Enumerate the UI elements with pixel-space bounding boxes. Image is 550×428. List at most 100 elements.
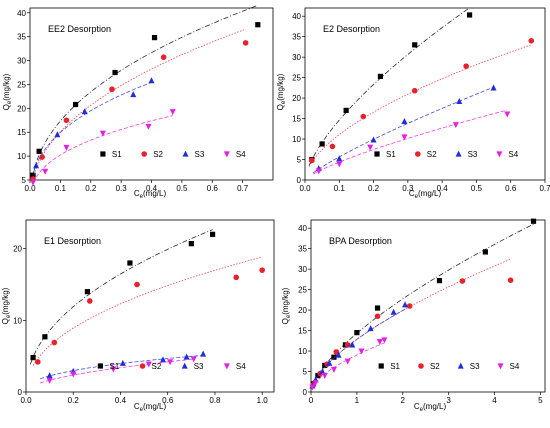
- legend-item-S4: S4: [497, 362, 520, 371]
- data-point: [367, 144, 374, 151]
- y-tick-label: 0: [303, 388, 308, 397]
- data-point: [374, 305, 381, 311]
- data-point: [242, 40, 249, 46]
- x-tick-label: 0.0: [24, 184, 36, 193]
- data-point: [119, 359, 126, 366]
- fit-curve: [308, 44, 532, 167]
- chart-panel-1: 0.0 0.1 0.2 0.3 0.4 0.5 0.6 0.7 5 10 15 20 25 30 35 40 E…: [2, 4, 274, 200]
- data-point: [63, 117, 70, 124]
- x-tick-label: 0.1: [55, 184, 67, 193]
- y-tick-label: 25: [292, 74, 301, 83]
- data-point: [81, 108, 88, 115]
- x-axis-label: Ce(mg/L): [414, 402, 447, 413]
- y-tick-label: 10: [292, 135, 301, 144]
- plot-frame: [25, 219, 275, 393]
- data-point: [188, 241, 194, 247]
- data-point: [456, 97, 463, 104]
- x-tick-label: 0.6: [162, 396, 174, 405]
- y-tick-label: 40: [17, 9, 26, 18]
- data-point: [54, 131, 61, 138]
- legend-item-S1: S1: [374, 150, 396, 159]
- x-tick-label: 0.4: [437, 184, 449, 193]
- data-point: [390, 308, 397, 315]
- x-tick-label: 0: [309, 396, 314, 405]
- y-tick-label: 40: [298, 224, 307, 233]
- x-tick-label: 0.3: [116, 184, 128, 193]
- legend-item-S2: S2: [418, 362, 440, 371]
- y-tick-label: 0: [18, 388, 23, 397]
- data-point: [148, 77, 155, 84]
- y-tick-label: 35: [298, 245, 307, 254]
- data-point: [127, 260, 133, 266]
- series-S1: [30, 4, 261, 180]
- legend-item-S4: S4: [496, 150, 519, 159]
- x-tick-label: 0.4: [115, 396, 127, 405]
- y-tick-label: 15: [17, 128, 26, 137]
- data-point: [159, 356, 166, 363]
- data-point: [160, 54, 167, 61]
- data-point: [46, 372, 53, 379]
- fit-curve: [308, 7, 470, 166]
- legend-item-S3: S3: [181, 362, 204, 371]
- y-tick-label: 25: [17, 80, 26, 89]
- data-point: [309, 384, 316, 391]
- legend-label: S4: [236, 362, 246, 371]
- y-tick-label: 5: [22, 176, 27, 185]
- legend-label: S4: [236, 150, 246, 159]
- x-tick-label: 4: [492, 396, 497, 405]
- x-tick-label: 2: [401, 396, 406, 405]
- y-tick-label: 10: [13, 316, 22, 325]
- fit-curve: [313, 109, 508, 175]
- data-point: [459, 278, 466, 284]
- y-tick-label: 10: [298, 347, 307, 356]
- y-tick-label: 40: [292, 12, 301, 21]
- legend-item-S4: S4: [223, 150, 246, 159]
- legend-marker: [141, 151, 148, 157]
- legend-label: S2: [427, 150, 437, 159]
- fit-curve: [32, 256, 263, 366]
- data-point: [504, 111, 511, 118]
- data-point: [99, 130, 106, 137]
- legend-item-S2: S2: [415, 150, 437, 159]
- y-tick-label: 30: [17, 57, 26, 66]
- x-tick-label: 0.5: [176, 184, 188, 193]
- chart-title: EE2 Desorption: [48, 24, 111, 34]
- legend-label: S3: [470, 362, 480, 371]
- series-S2: [30, 28, 249, 182]
- plot-frame: [310, 219, 546, 393]
- legend-item-S3: S3: [455, 150, 478, 159]
- series-S2: [310, 258, 514, 388]
- legend-label: S4: [508, 150, 518, 159]
- legend-label: S3: [195, 150, 205, 159]
- data-point: [110, 366, 117, 373]
- y-tick-label: 20: [13, 245, 22, 254]
- data-point: [411, 87, 418, 94]
- fit-curve: [29, 229, 213, 365]
- fit-curve: [33, 82, 152, 173]
- data-point: [309, 157, 315, 164]
- chart-title: BPA Desorption: [329, 236, 392, 246]
- data-point: [209, 231, 216, 237]
- data-point: [190, 356, 197, 363]
- data-point: [183, 353, 190, 360]
- series-S4: [313, 109, 511, 175]
- series-S3: [33, 77, 155, 173]
- data-point: [70, 371, 77, 378]
- data-point: [344, 358, 351, 365]
- data-point: [36, 148, 42, 154]
- series-S4: [309, 337, 388, 391]
- data-point: [33, 162, 40, 169]
- legend-label: S4: [510, 362, 520, 371]
- fit-curve: [31, 4, 258, 180]
- legend-item-S3: S3: [182, 150, 205, 159]
- series-S1: [29, 229, 216, 365]
- data-point: [452, 122, 459, 129]
- legend-label: S1: [109, 362, 119, 371]
- x-tick-label: 0.5: [471, 184, 483, 193]
- x-axis-label: Ce(mg/L): [134, 402, 167, 413]
- fit-curve: [40, 354, 204, 380]
- data-point: [86, 298, 93, 304]
- legend-item-S1: S1: [97, 362, 120, 371]
- data-point: [336, 161, 343, 168]
- fit-curve: [31, 28, 246, 181]
